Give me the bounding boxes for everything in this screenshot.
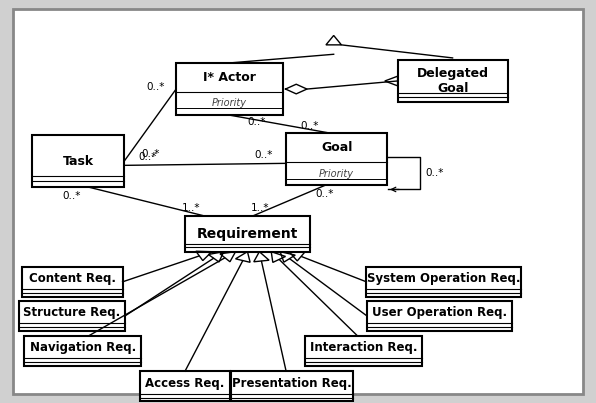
Bar	[185, 216, 310, 252]
Text: Delegated
Goal: Delegated Goal	[417, 67, 489, 95]
Bar	[231, 371, 353, 401]
Bar	[21, 267, 123, 297]
Text: Structure Req.: Structure Req.	[23, 306, 120, 320]
Text: 1..*: 1..*	[182, 204, 200, 213]
Text: 0..*: 0..*	[254, 150, 273, 160]
Text: Priority: Priority	[212, 98, 247, 108]
Text: 0..*: 0..*	[146, 82, 164, 92]
Text: Content Req.: Content Req.	[29, 272, 116, 285]
Text: Task: Task	[63, 155, 94, 168]
Bar	[24, 336, 141, 366]
Text: Interaction Req.: Interaction Req.	[310, 341, 417, 354]
Text: 0..*: 0..*	[315, 189, 334, 199]
Text: Navigation Req.: Navigation Req.	[30, 341, 136, 354]
Text: Requirement: Requirement	[197, 226, 298, 241]
Bar	[398, 60, 508, 102]
Bar	[176, 63, 283, 115]
Text: Goal: Goal	[321, 141, 352, 154]
Text: I* Actor: I* Actor	[203, 71, 256, 84]
Text: Priority: Priority	[319, 169, 354, 179]
FancyBboxPatch shape	[13, 9, 583, 394]
Text: 0..*: 0..*	[247, 117, 266, 127]
Text: Presentation Req.: Presentation Req.	[232, 377, 352, 390]
Text: 0..*: 0..*	[63, 191, 81, 201]
Text: Access Req.: Access Req.	[145, 377, 225, 390]
Bar	[286, 133, 387, 185]
Bar	[367, 267, 521, 297]
Text: 0..*: 0..*	[426, 168, 444, 179]
Text: 0..*: 0..*	[139, 152, 157, 162]
Bar	[141, 371, 229, 401]
Bar	[19, 301, 125, 331]
Bar	[32, 135, 124, 187]
Bar	[367, 301, 512, 331]
Text: 1..*: 1..*	[251, 204, 269, 213]
Text: User Operation Req.: User Operation Req.	[372, 306, 507, 320]
Text: 0..*: 0..*	[301, 121, 319, 131]
Text: System Operation Req.: System Operation Req.	[367, 272, 520, 285]
Text: 0..*: 0..*	[142, 149, 160, 159]
Bar	[305, 336, 422, 366]
